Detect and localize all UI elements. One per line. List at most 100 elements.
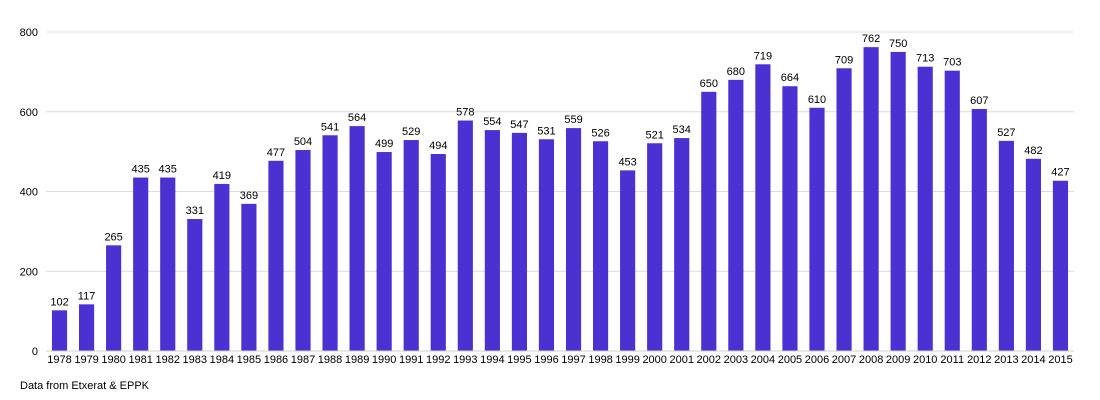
source-note: Data from Etxerat & EPPK	[20, 380, 149, 392]
data-label: 750	[889, 38, 907, 50]
bar	[214, 183, 230, 351]
bar	[160, 177, 176, 351]
x-tick-label: 1985	[237, 354, 261, 366]
bar	[620, 170, 636, 351]
data-label: 529	[402, 126, 420, 138]
bar	[133, 177, 149, 351]
bar	[701, 91, 717, 351]
bar	[457, 120, 473, 352]
bar	[863, 47, 879, 352]
bar	[890, 51, 906, 351]
bar	[782, 86, 798, 351]
x-tick-label: 2002	[697, 354, 721, 366]
bar	[647, 143, 663, 351]
x-tick-label: 1982	[155, 354, 179, 366]
x-tick-label: 1995	[507, 354, 531, 366]
x-tick-label: 1983	[183, 354, 207, 366]
x-tick-label: 2014	[1021, 354, 1045, 366]
data-label: 607	[970, 95, 988, 107]
data-label: 719	[754, 50, 772, 62]
data-label: 427	[1051, 167, 1069, 179]
bar	[538, 139, 555, 351]
x-tick-label: 2000	[642, 354, 666, 366]
x-tick-label: 1998	[588, 354, 612, 366]
bar	[593, 141, 609, 351]
data-labels: 102 117 265 435 435 331 419 369 477 504 541 564 499 5…	[50, 33, 1069, 308]
x-tick-label: 2007	[832, 354, 856, 366]
data-label: 482	[1024, 145, 1042, 157]
x-tick-label: 1991	[399, 354, 423, 366]
x-tick-label: 1987	[291, 354, 315, 366]
bar	[79, 304, 95, 351]
data-label: 102	[50, 296, 68, 308]
x-tick-label: 2015	[1048, 354, 1072, 366]
y-tick-label: 400	[20, 187, 38, 199]
bar	[1052, 180, 1069, 351]
data-label: 419	[213, 170, 231, 182]
data-label: 477	[267, 147, 285, 159]
data-label: 526	[591, 127, 609, 139]
bar	[403, 140, 419, 351]
x-tick-label: 2008	[859, 354, 883, 366]
data-label: 504	[294, 136, 312, 148]
x-tick-label: 2012	[967, 354, 991, 366]
bar	[376, 152, 392, 351]
x-tick-label: 2009	[886, 354, 910, 366]
data-label: 664	[781, 72, 799, 84]
data-label: 369	[240, 190, 258, 202]
bar	[836, 68, 852, 351]
data-label: 527	[997, 127, 1015, 139]
bar	[809, 107, 825, 351]
data-label: 578	[456, 107, 474, 119]
bar	[241, 203, 257, 351]
data-label: 331	[186, 205, 204, 217]
data-label: 713	[916, 53, 934, 65]
data-label: 703	[943, 57, 961, 69]
bar	[187, 219, 203, 351]
bar	[322, 135, 338, 351]
x-tick-label: 2013	[994, 354, 1018, 366]
bar	[944, 70, 960, 352]
data-label: 265	[104, 231, 122, 243]
bar	[565, 128, 582, 351]
x-tick-label: 2001	[669, 354, 693, 366]
x-tick-label: 1979	[74, 354, 98, 366]
x-tick-label: 1997	[561, 354, 585, 366]
data-label: 499	[375, 138, 393, 150]
data-label: 564	[348, 112, 366, 124]
y-axis-ticks: 0 200 400 600 800	[20, 27, 38, 358]
x-tick-label: 2006	[805, 354, 829, 366]
data-label: 547	[510, 119, 528, 131]
y-tick-label: 200	[20, 266, 38, 278]
x-tick-label: 1981	[128, 354, 152, 366]
bar	[484, 130, 500, 351]
x-tick-label: 1993	[453, 354, 477, 366]
bar	[971, 108, 987, 352]
bar	[1025, 158, 1041, 351]
data-label: 709	[835, 54, 853, 66]
bar	[268, 160, 284, 351]
bar	[755, 64, 771, 351]
x-tick-label: 1990	[372, 354, 396, 366]
data-label: 531	[537, 125, 555, 137]
data-label: 762	[862, 33, 880, 45]
bar	[674, 138, 690, 351]
x-tick-label: 1996	[534, 354, 558, 366]
data-label: 559	[564, 114, 582, 126]
data-label: 435	[132, 164, 150, 176]
x-tick-label: 2010	[913, 354, 937, 366]
x-tick-label: 1988	[318, 354, 342, 366]
data-label: 494	[429, 140, 447, 152]
bar	[106, 245, 122, 351]
bar	[349, 126, 365, 351]
bar	[51, 310, 68, 351]
x-tick-label: 1992	[426, 354, 450, 366]
x-tick-label: 1978	[47, 354, 71, 366]
data-label: 650	[700, 78, 718, 90]
x-tick-label: 1980	[101, 354, 125, 366]
bar	[511, 132, 527, 351]
y-tick-label: 600	[20, 107, 38, 119]
bar	[430, 154, 446, 351]
data-label: 680	[727, 66, 745, 78]
data-label: 521	[646, 129, 664, 141]
